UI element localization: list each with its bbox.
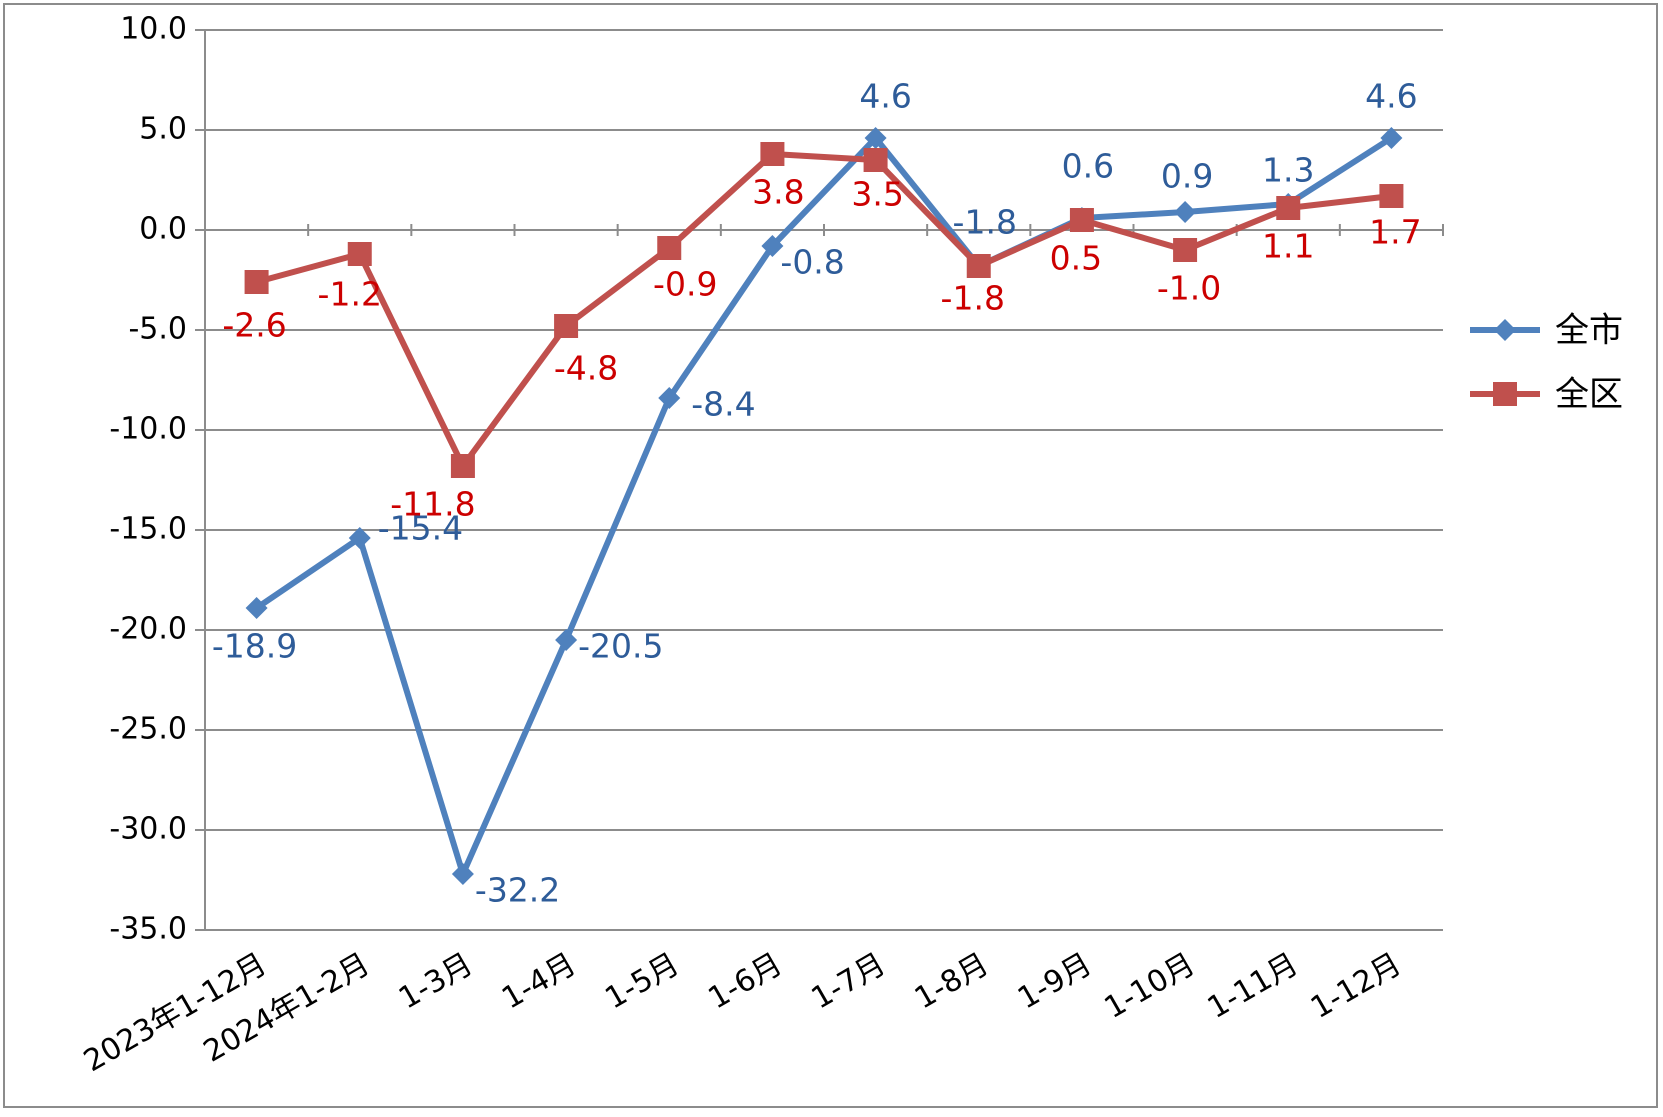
data-point [348, 527, 371, 549]
data-point [451, 863, 474, 885]
y-tick-label: 10.0 [120, 12, 187, 47]
x-tick-label: 1-11月 [1202, 947, 1304, 1026]
data-label: -4.8 [554, 349, 618, 388]
x-tick-label: 1-7月 [806, 947, 892, 1017]
data-label: 3.8 [752, 173, 804, 212]
data-point [657, 236, 682, 260]
data-label: -32.2 [475, 871, 560, 910]
series-line [254, 135, 1394, 877]
legend-label: 全区 [1555, 375, 1623, 415]
y-tick-label: -15.0 [109, 512, 187, 547]
data-label: -18.9 [212, 627, 297, 666]
data-label: -1.2 [318, 275, 382, 314]
y-tick-label: 5.0 [139, 112, 187, 147]
data-point [1276, 196, 1301, 220]
data-label: -0.9 [653, 265, 717, 304]
data-point [760, 142, 785, 166]
x-tick-label: 1-6月 [703, 947, 789, 1017]
data-label: 0.5 [1050, 239, 1102, 278]
legend-marker [1494, 319, 1516, 341]
data-label: 1.7 [1369, 213, 1421, 252]
data-label: 1.3 [1262, 151, 1314, 190]
gridlines [205, 29, 1443, 931]
y-tick-label: -5.0 [128, 312, 187, 347]
data-point [244, 270, 269, 294]
data-point [245, 597, 268, 619]
data-label: 3.5 [851, 175, 903, 214]
data-label: -8.4 [691, 385, 755, 424]
data-point [864, 127, 887, 149]
data-point [863, 148, 888, 172]
x-tick-label: 1-3月 [393, 947, 479, 1017]
data-label: -1.8 [953, 203, 1017, 242]
data-label: -1.8 [941, 279, 1005, 318]
data-point [1379, 184, 1404, 208]
data-label: 4.6 [1365, 77, 1417, 116]
data-point [658, 387, 681, 409]
data-label: 1.1 [1262, 227, 1314, 266]
data-label: 0.9 [1161, 157, 1213, 196]
data-point [1069, 208, 1094, 232]
data-point [1173, 238, 1198, 262]
data-label: -20.5 [578, 627, 663, 666]
data-point [761, 235, 784, 257]
series [244, 127, 1404, 885]
data-label: -2.6 [222, 306, 286, 345]
data-point [347, 242, 372, 266]
y-tick-label: 0.0 [139, 212, 187, 247]
data-label: -15.4 [378, 509, 463, 548]
data-labels: -18.9 -15.4 -32.2 -20.5 -8.4 -0.8 4.6 -1.8 0.6 0.… [212, 77, 1422, 910]
x-tick-label: 1-8月 [909, 947, 995, 1017]
y-tick-label: -25.0 [109, 712, 187, 747]
y-tick-label: -10.0 [109, 412, 187, 447]
x-tick-label: 1-5月 [599, 947, 685, 1017]
data-point [554, 314, 579, 338]
x-tick-label: 1-12月 [1305, 947, 1407, 1026]
series-line [255, 151, 1392, 469]
x-tick-label: 1-4月 [496, 947, 582, 1017]
data-point [966, 254, 991, 278]
data-label: -11.8 [390, 485, 475, 524]
data-point [555, 629, 578, 651]
y-tick-label: -30.0 [109, 812, 187, 847]
data-label: 4.6 [859, 77, 911, 116]
x-tick-label: 1-9月 [1012, 947, 1098, 1017]
x-tick-label: 1-10月 [1099, 947, 1201, 1026]
data-point [1174, 201, 1197, 223]
y-tick-label: -35.0 [109, 912, 187, 947]
data-point [1380, 127, 1403, 149]
y-tick-label: -20.0 [109, 612, 187, 647]
legend-marker [1493, 382, 1517, 406]
data-label: -0.8 [780, 243, 844, 282]
legend-label: 全市 [1555, 311, 1623, 351]
data-point [450, 454, 475, 478]
data-label: -1.0 [1157, 269, 1221, 308]
data-label: 0.6 [1062, 147, 1114, 186]
